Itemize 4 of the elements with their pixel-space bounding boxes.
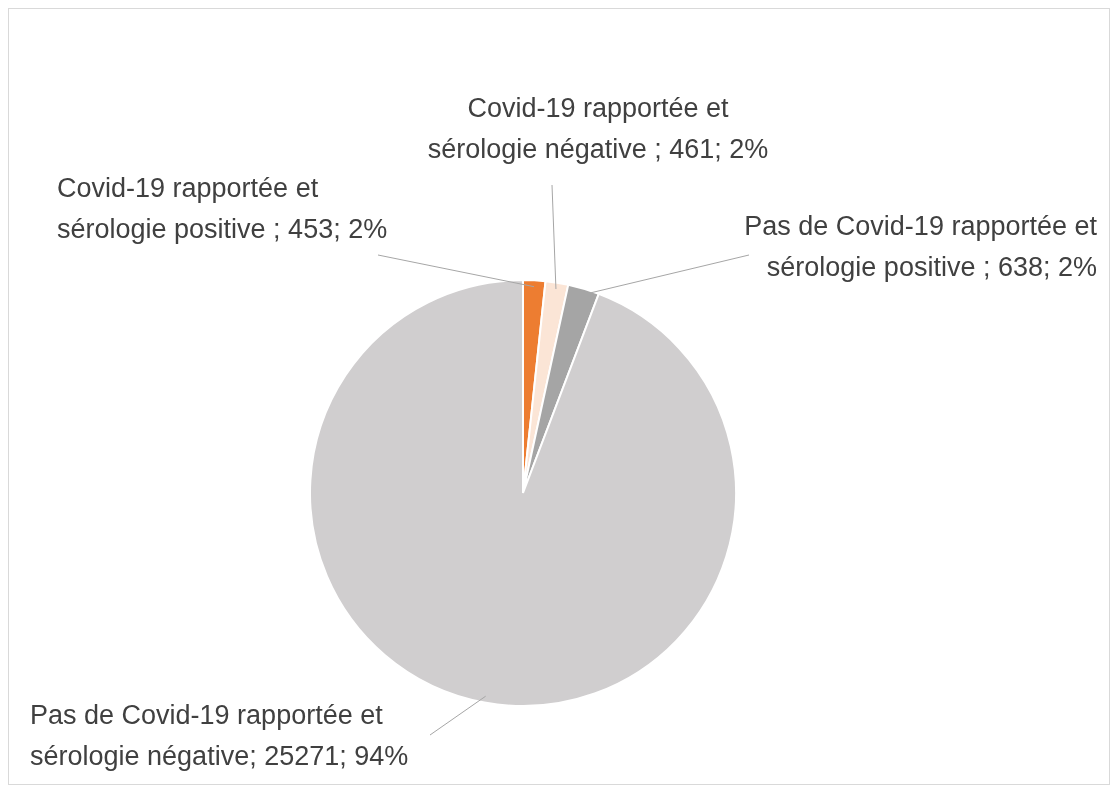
slice-label: Pas de Covid-19 rapportée et sérologie positive ; 638; 2%: [744, 211, 1098, 282]
slice-label: Pas de Covid-19 rapportée et sérologie négative; 25271; 94%: [30, 700, 409, 771]
slice-label: Covid-19 rapportée et sérologie positive ; 453; 2%: [57, 173, 388, 244]
slice-label: Covid-19 rapportée et sérologie négative ; 461; 2%: [427, 93, 769, 164]
